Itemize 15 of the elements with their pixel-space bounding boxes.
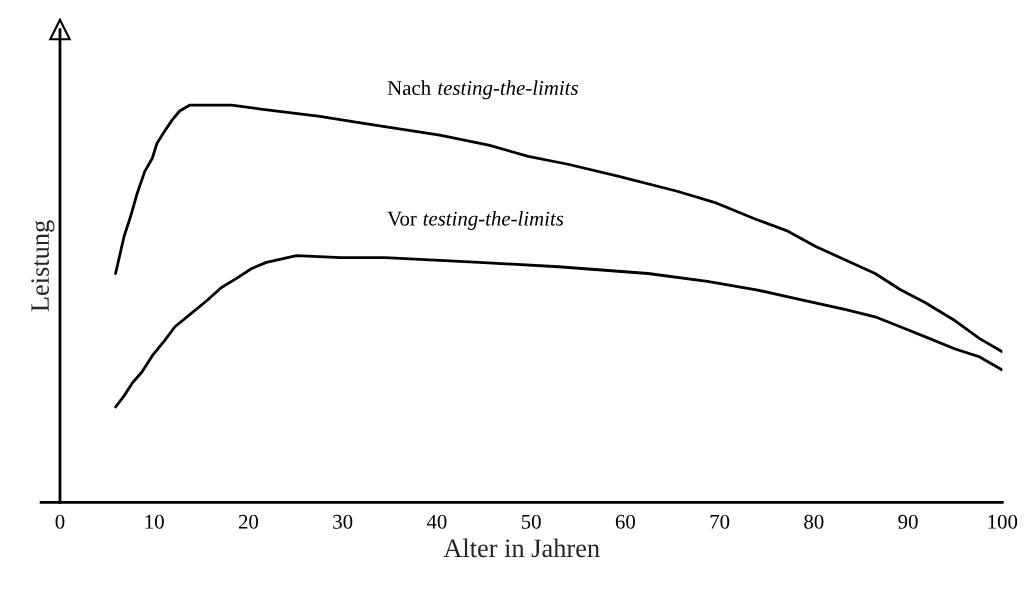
x-tick-label: 40 — [426, 514, 447, 529]
series-label: Nach testing-the-limits — [387, 80, 578, 100]
x-tick-label: 20 — [238, 514, 259, 529]
series-label: Vor testing-the-limits — [387, 211, 564, 230]
x-tick-label: 100 — [988, 514, 1018, 529]
x-tick-label: 10 — [145, 514, 164, 529]
x-tick-label: 90 — [898, 514, 918, 529]
x-tick-label: 70 — [710, 514, 730, 529]
x-tick-label: 60 — [615, 514, 635, 529]
y-axis-title: Leistung — [31, 220, 55, 312]
x-tick-label: 0 — [55, 514, 65, 529]
x-tick-label: 80 — [804, 514, 824, 529]
x-tick-label: 30 — [333, 514, 353, 529]
x-tick-label: 50 — [521, 514, 541, 529]
x-axis-title: Alter in Jahren — [443, 538, 600, 558]
